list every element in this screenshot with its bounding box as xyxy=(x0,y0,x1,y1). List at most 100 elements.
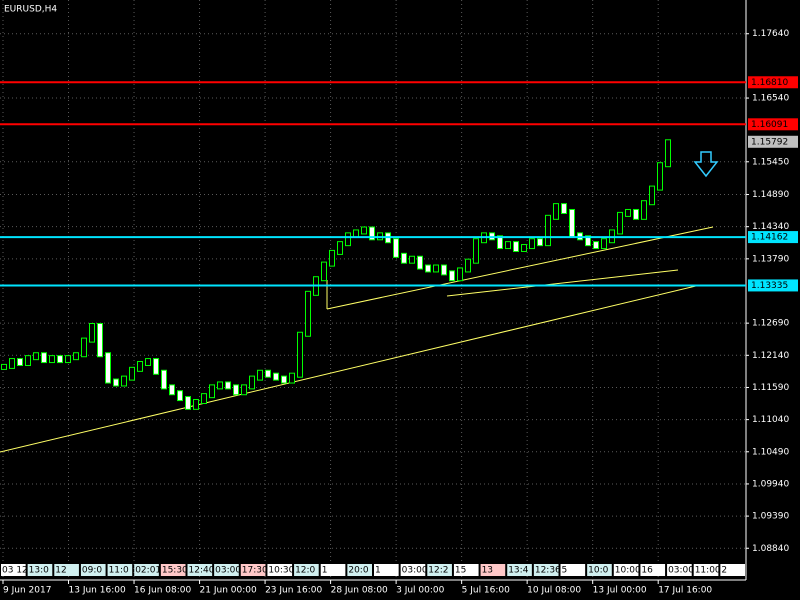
candle xyxy=(585,235,591,247)
session-label: 15 xyxy=(455,566,466,576)
candle xyxy=(249,375,255,390)
candle xyxy=(1,363,7,370)
session-box xyxy=(347,564,372,576)
candle xyxy=(105,352,111,384)
session-box xyxy=(640,564,666,576)
candle xyxy=(121,375,127,387)
candle xyxy=(89,322,95,343)
session-box xyxy=(613,564,639,576)
candle xyxy=(73,352,79,361)
candle xyxy=(233,384,239,396)
candle xyxy=(561,203,567,214)
session-label: 1 xyxy=(375,566,381,576)
session-box xyxy=(80,564,106,576)
candle xyxy=(9,358,15,369)
session-box xyxy=(400,564,426,576)
candle xyxy=(433,264,439,273)
candle xyxy=(281,375,287,384)
price-label: 1.16091 xyxy=(751,120,788,130)
session-label: 15:30 xyxy=(162,566,188,576)
candle xyxy=(521,244,527,252)
candle xyxy=(329,249,335,267)
session-label: 10:30 xyxy=(268,566,294,576)
price-label-box xyxy=(748,118,798,131)
session-box xyxy=(54,564,79,576)
y-tick-label: 1.11040 xyxy=(752,415,789,425)
candle xyxy=(465,258,471,273)
trendline xyxy=(0,284,701,453)
candle xyxy=(441,264,447,276)
session-box xyxy=(27,564,53,576)
y-tick-label: 1.09940 xyxy=(752,479,789,489)
session-label: 13 xyxy=(482,566,493,576)
candle xyxy=(657,162,663,191)
sell-arrow xyxy=(693,151,719,178)
session-label: 12:0 xyxy=(295,566,315,576)
candle xyxy=(513,241,519,252)
session-label: 17:30 xyxy=(242,566,268,576)
session-label: 03:00 xyxy=(215,566,241,576)
x-tick-label: 13 Jul 00:00 xyxy=(593,586,647,596)
candle xyxy=(505,241,511,250)
session-box xyxy=(507,564,532,576)
session-label: 11:0 xyxy=(109,566,129,576)
candle xyxy=(241,384,247,396)
candle xyxy=(369,226,375,241)
candle xyxy=(161,369,167,390)
candle xyxy=(337,241,343,255)
candle xyxy=(65,355,71,364)
session-label: 11:00 xyxy=(695,566,721,576)
session-label: 03:00 xyxy=(668,566,694,576)
candle xyxy=(209,384,215,399)
y-tick-label: 1.15450 xyxy=(752,157,789,167)
session-box xyxy=(480,564,506,576)
candle xyxy=(185,396,191,410)
y-tick-label: 1.13790 xyxy=(752,254,789,264)
candle xyxy=(537,238,543,247)
x-tick-label: 21 Jun 00:00 xyxy=(200,586,257,596)
session-label: 12:40 xyxy=(189,566,215,576)
candle xyxy=(625,208,631,217)
candle xyxy=(129,366,135,381)
session-label: 03 12 xyxy=(2,566,28,576)
candle xyxy=(225,381,231,390)
y-tick-label: 1.16540 xyxy=(752,94,789,104)
x-tick-label: 10 Jul 08:00 xyxy=(527,586,581,596)
candle xyxy=(265,369,271,378)
candle xyxy=(305,290,311,337)
candle xyxy=(145,358,151,366)
y-tick-label: 1.10490 xyxy=(752,447,789,457)
session-label: 12:2 xyxy=(428,566,448,576)
candle xyxy=(593,241,599,250)
session-label: 13:0 xyxy=(29,566,49,576)
candle xyxy=(545,214,551,247)
y-tick-label: 1.09390 xyxy=(752,512,789,522)
candle xyxy=(401,252,407,264)
candle xyxy=(641,200,647,220)
session-box xyxy=(427,564,452,576)
y-tick-label: 1.17640 xyxy=(752,29,789,39)
x-tick-label: 13 Jun 16:00 xyxy=(69,586,126,596)
session-label: 02:01 xyxy=(135,566,161,576)
x-tick-label: 9 Jun 2017 xyxy=(3,586,51,596)
price-label-box xyxy=(748,231,798,244)
candle xyxy=(633,208,639,220)
session-box xyxy=(134,564,159,576)
candle xyxy=(201,393,207,404)
x-tick-label: 5 Jul 16:00 xyxy=(462,586,511,596)
session-box xyxy=(187,564,213,576)
y-tick-label: 1.12140 xyxy=(752,351,789,361)
candle xyxy=(449,270,455,282)
candle xyxy=(601,238,607,250)
x-tick-label: 16 Jun 08:00 xyxy=(134,586,191,596)
session-box xyxy=(560,564,586,576)
candle xyxy=(33,352,39,361)
session-box xyxy=(667,564,692,576)
candle xyxy=(409,255,415,264)
candle xyxy=(297,331,303,378)
session-box xyxy=(267,564,293,576)
candle xyxy=(17,358,23,366)
session-label: 12 xyxy=(55,566,66,576)
